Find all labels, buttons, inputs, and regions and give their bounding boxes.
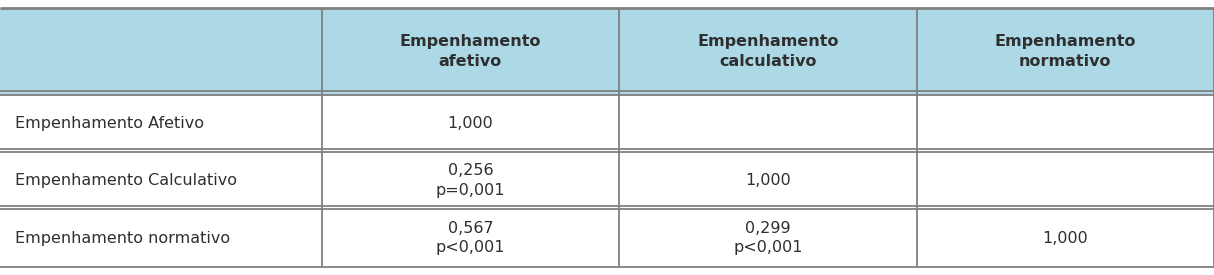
Bar <box>322 152 619 210</box>
Text: Empenhamento
normativo: Empenhamento normativo <box>994 34 1136 69</box>
Text: Empenhamento Calculativo: Empenhamento Calculativo <box>15 173 237 188</box>
Text: Empenhamento normativo: Empenhamento normativo <box>15 230 229 246</box>
Text: Empenhamento Afetivo: Empenhamento Afetivo <box>15 116 204 131</box>
Bar <box>619 8 917 95</box>
Bar <box>0 210 322 267</box>
Bar <box>619 152 917 210</box>
Text: 0,299
p<0,001: 0,299 p<0,001 <box>733 221 802 255</box>
Bar <box>917 210 1214 267</box>
Bar <box>619 210 917 267</box>
Bar <box>619 95 917 152</box>
Text: 0,567
p<0,001: 0,567 p<0,001 <box>436 221 505 255</box>
Text: 1,000: 1,000 <box>1043 230 1088 246</box>
Bar <box>917 152 1214 210</box>
Text: Empenhamento
calculativo: Empenhamento calculativo <box>697 34 839 69</box>
Text: 1,000: 1,000 <box>448 116 493 131</box>
Bar <box>322 8 619 95</box>
Text: 0,256
p=0,001: 0,256 p=0,001 <box>436 163 505 198</box>
Bar <box>322 210 619 267</box>
Text: 1,000: 1,000 <box>745 173 790 188</box>
Bar <box>917 8 1214 95</box>
Bar <box>0 152 322 210</box>
Bar <box>917 95 1214 152</box>
Bar <box>0 8 322 95</box>
Bar <box>0 95 322 152</box>
Text: Empenhamento
afetivo: Empenhamento afetivo <box>399 34 541 69</box>
Bar <box>322 95 619 152</box>
